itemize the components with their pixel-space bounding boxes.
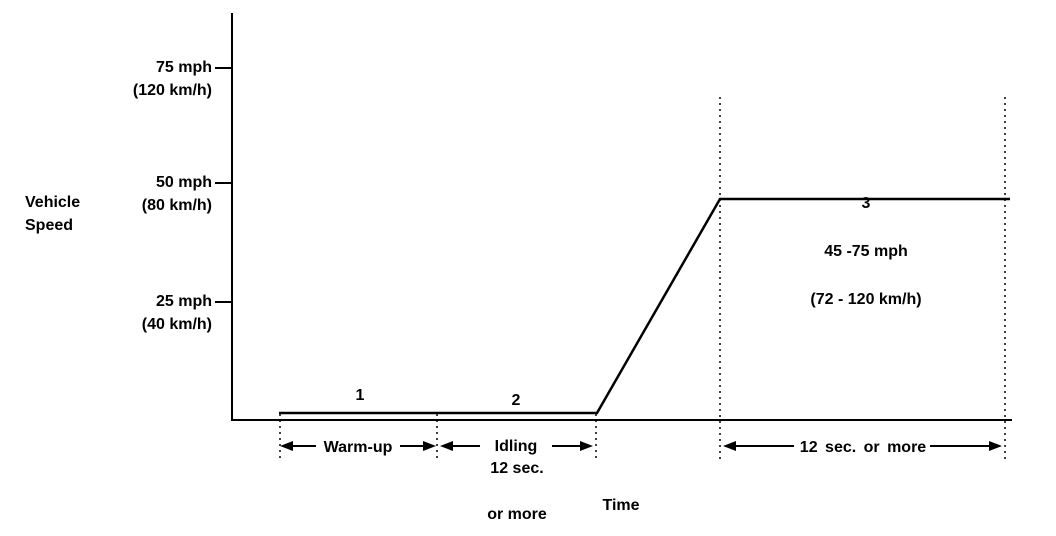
segment-1-number: 1 [355, 387, 365, 404]
cruise-arrow-left-head-icon [723, 441, 736, 451]
speed-profile-line [279, 197, 1010, 415]
cruise-arrow-right-head-icon [989, 441, 1002, 451]
idling-arrow-left-head-icon [440, 441, 453, 451]
y-axis-title: Vehicle Speed [25, 194, 81, 234]
idling-duration-label: 12 sec. or more [487, 434, 547, 536]
warmup-arrow-left-head-icon [280, 441, 293, 451]
segment-3-speed-range: 45 -75 mph [824, 243, 908, 260]
segment-3-number: 3 [861, 195, 871, 212]
warmup-duration-label: Warm-up [323, 439, 393, 456]
segment-2-number: 2 [511, 392, 521, 409]
y-tick-25mph-label: 25 mph (40 km/h) [141, 293, 212, 333]
segment-3-speed-range-metric: (72 - 120 km/h) [810, 291, 922, 308]
warmup-duration-arrows [280, 441, 436, 451]
segment-2-name: Idling [494, 438, 538, 455]
idling-duration-line2: or more [487, 506, 547, 523]
x-axis-title: Time [602, 497, 640, 514]
cruise-duration-label: 12 sec. or more [799, 439, 927, 456]
warmup-arrow-right-head-icon [423, 441, 436, 451]
idling-arrow-right-head-icon [580, 441, 593, 451]
y-tick-75mph-label: 75 mph (120 km/h) [132, 59, 212, 99]
segment-2-label: 2 Idling [495, 366, 538, 481]
cruise-duration-arrows [723, 441, 1002, 451]
segment-3-label: 3 45 -75 mph (72 - 120 km/h) [810, 168, 921, 336]
y-tick-50mph-label: 50 mph (80 km/h) [141, 174, 212, 214]
idling-duration-line1: 12 sec. [490, 460, 544, 477]
idling-duration-arrows [440, 441, 593, 451]
